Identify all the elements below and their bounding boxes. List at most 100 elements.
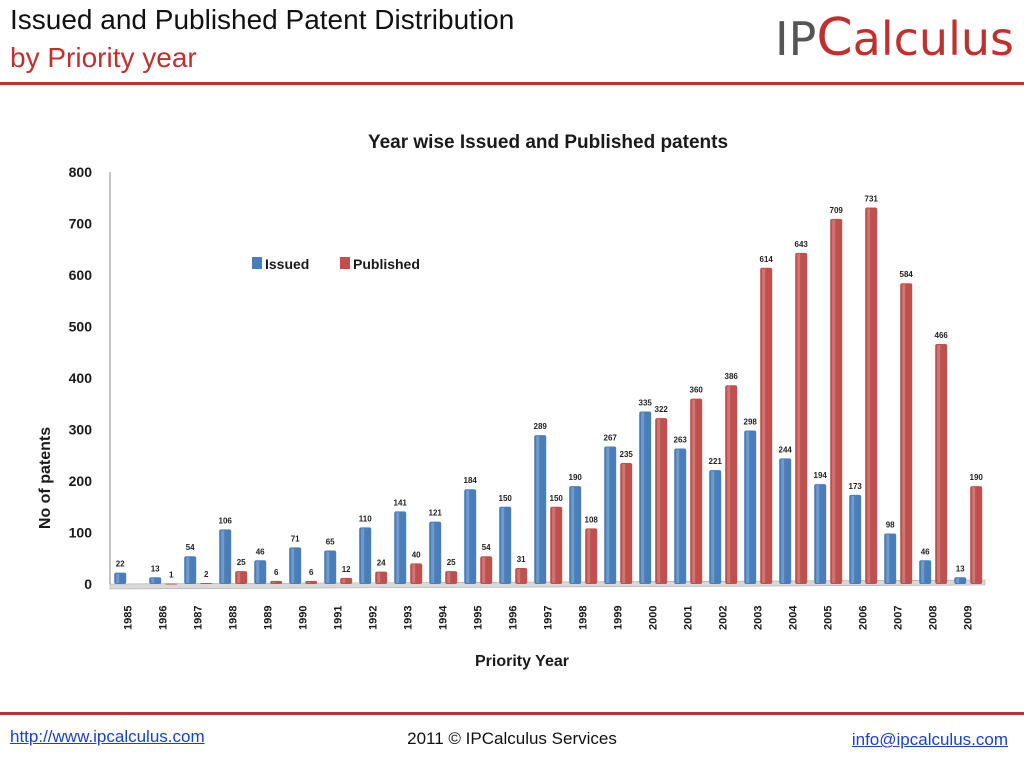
bar-highlight	[501, 507, 505, 583]
data-label-published: 108	[585, 515, 599, 524]
bar-highlight	[412, 564, 416, 583]
bar-highlight	[342, 578, 346, 583]
bar-issued	[394, 511, 407, 584]
data-label-issued: 184	[464, 476, 478, 485]
bar-highlight	[746, 431, 750, 583]
bar-issued	[849, 494, 862, 584]
bar-highlight	[221, 530, 225, 583]
bar-published	[480, 556, 493, 584]
data-label-issued: 98	[886, 521, 895, 530]
data-label-published: 614	[760, 255, 774, 264]
email-link[interactable]: info@ipcalculus.com	[851, 730, 1008, 749]
bar-issued	[674, 448, 687, 584]
bar-published	[515, 568, 528, 584]
bar-highlight	[571, 487, 575, 583]
bar-highlight	[816, 485, 820, 583]
ipcalculus-logo: IPCalculus	[775, 8, 1014, 68]
bar-highlight	[781, 459, 785, 583]
bar-published	[235, 571, 248, 584]
data-label-published: 54	[482, 543, 491, 552]
bar-issued	[709, 470, 722, 584]
bar-highlight	[921, 561, 925, 583]
bar-highlight	[237, 572, 241, 583]
y-axis-label: No of patents	[37, 427, 54, 529]
bar-published	[270, 580, 283, 584]
bar-highlight	[727, 386, 731, 583]
data-label-issued: 221	[709, 457, 723, 466]
data-label-published: 322	[655, 405, 669, 414]
x-tick-label: 1994	[438, 605, 450, 630]
x-tick-label: 1985	[123, 606, 135, 630]
bar-highlight	[377, 572, 381, 583]
bar-issued	[639, 411, 652, 584]
bar-issued	[884, 533, 897, 584]
x-tick-label: 1987	[193, 606, 205, 630]
data-label-published: 25	[237, 558, 246, 567]
data-label-issued: 335	[639, 398, 653, 407]
bar-issued	[219, 529, 232, 584]
bar-highlight	[956, 578, 960, 583]
y-tick-label: 600	[69, 267, 93, 283]
bar-published	[690, 398, 703, 584]
bar-highlight	[466, 490, 470, 583]
bar-highlight	[867, 208, 871, 583]
bar-chart: Year wise Issued and Published patents N…	[37, 132, 986, 670]
bar-highlight	[832, 219, 836, 583]
data-label-issued: 46	[921, 547, 930, 556]
bar-highlight	[396, 512, 400, 583]
bar-issued	[919, 560, 932, 584]
x-tick-label: 2000	[648, 606, 660, 630]
x-tick-label: 1992	[368, 606, 380, 630]
data-label-issued: 267	[604, 433, 618, 442]
bar-published	[165, 583, 178, 585]
bar-published	[830, 218, 843, 584]
legend-label-published: Published	[353, 256, 420, 272]
bar-published	[585, 528, 598, 584]
bar-highlight	[587, 529, 591, 583]
data-label-issued: 106	[219, 516, 233, 525]
bar-highlight	[711, 471, 715, 583]
data-label-issued: 141	[394, 498, 408, 507]
bar-published	[375, 571, 388, 584]
slide-subtitle: by Priority year	[10, 42, 197, 73]
data-label-issued: 65	[326, 538, 335, 547]
data-label-issued: 263	[674, 436, 688, 445]
bar-issued	[184, 556, 197, 584]
data-label-published: 24	[377, 559, 386, 568]
website-link[interactable]: http://www.ipcalculus.com	[10, 727, 205, 746]
bar-issued	[569, 486, 582, 584]
header-divider	[0, 82, 1024, 85]
bar-published	[760, 267, 773, 584]
y-tick-label: 400	[69, 370, 93, 386]
data-label-issued: 46	[256, 547, 265, 556]
bar-published	[340, 577, 353, 584]
data-label-issued: 13	[151, 564, 160, 573]
x-tick-label: 2001	[683, 606, 695, 630]
y-tick-label: 200	[69, 473, 93, 489]
bar-issued	[254, 560, 267, 584]
x-axis-label: Priority Year	[475, 653, 569, 670]
bar-issued	[499, 506, 512, 584]
x-tick-label: 1993	[403, 606, 415, 630]
bar-highlight	[326, 551, 330, 583]
data-label-issued: 22	[116, 560, 125, 569]
bar-highlight	[361, 528, 365, 583]
x-tick-label: 2003	[753, 606, 765, 630]
y-tick-label: 100	[69, 525, 93, 541]
bar-highlight	[186, 557, 190, 583]
x-tick-label: 1998	[578, 606, 590, 630]
copyright-text: 2011 © IPCalculus Services	[407, 729, 617, 748]
bar-issued	[604, 446, 617, 584]
bar-highlight	[937, 345, 941, 583]
data-label-published: 2	[204, 570, 209, 579]
bar-issued	[814, 484, 827, 584]
data-label-issued: 110	[359, 514, 372, 523]
x-tick-label: 1989	[263, 606, 275, 630]
bar-highlight	[762, 268, 766, 583]
bar-published	[550, 506, 563, 584]
bar-highlight	[151, 578, 155, 583]
x-tick-label: 1996	[508, 606, 520, 630]
bar-highlight	[256, 561, 260, 583]
data-label-issued: 190	[569, 473, 583, 482]
x-tick-label: 2005	[823, 606, 835, 630]
